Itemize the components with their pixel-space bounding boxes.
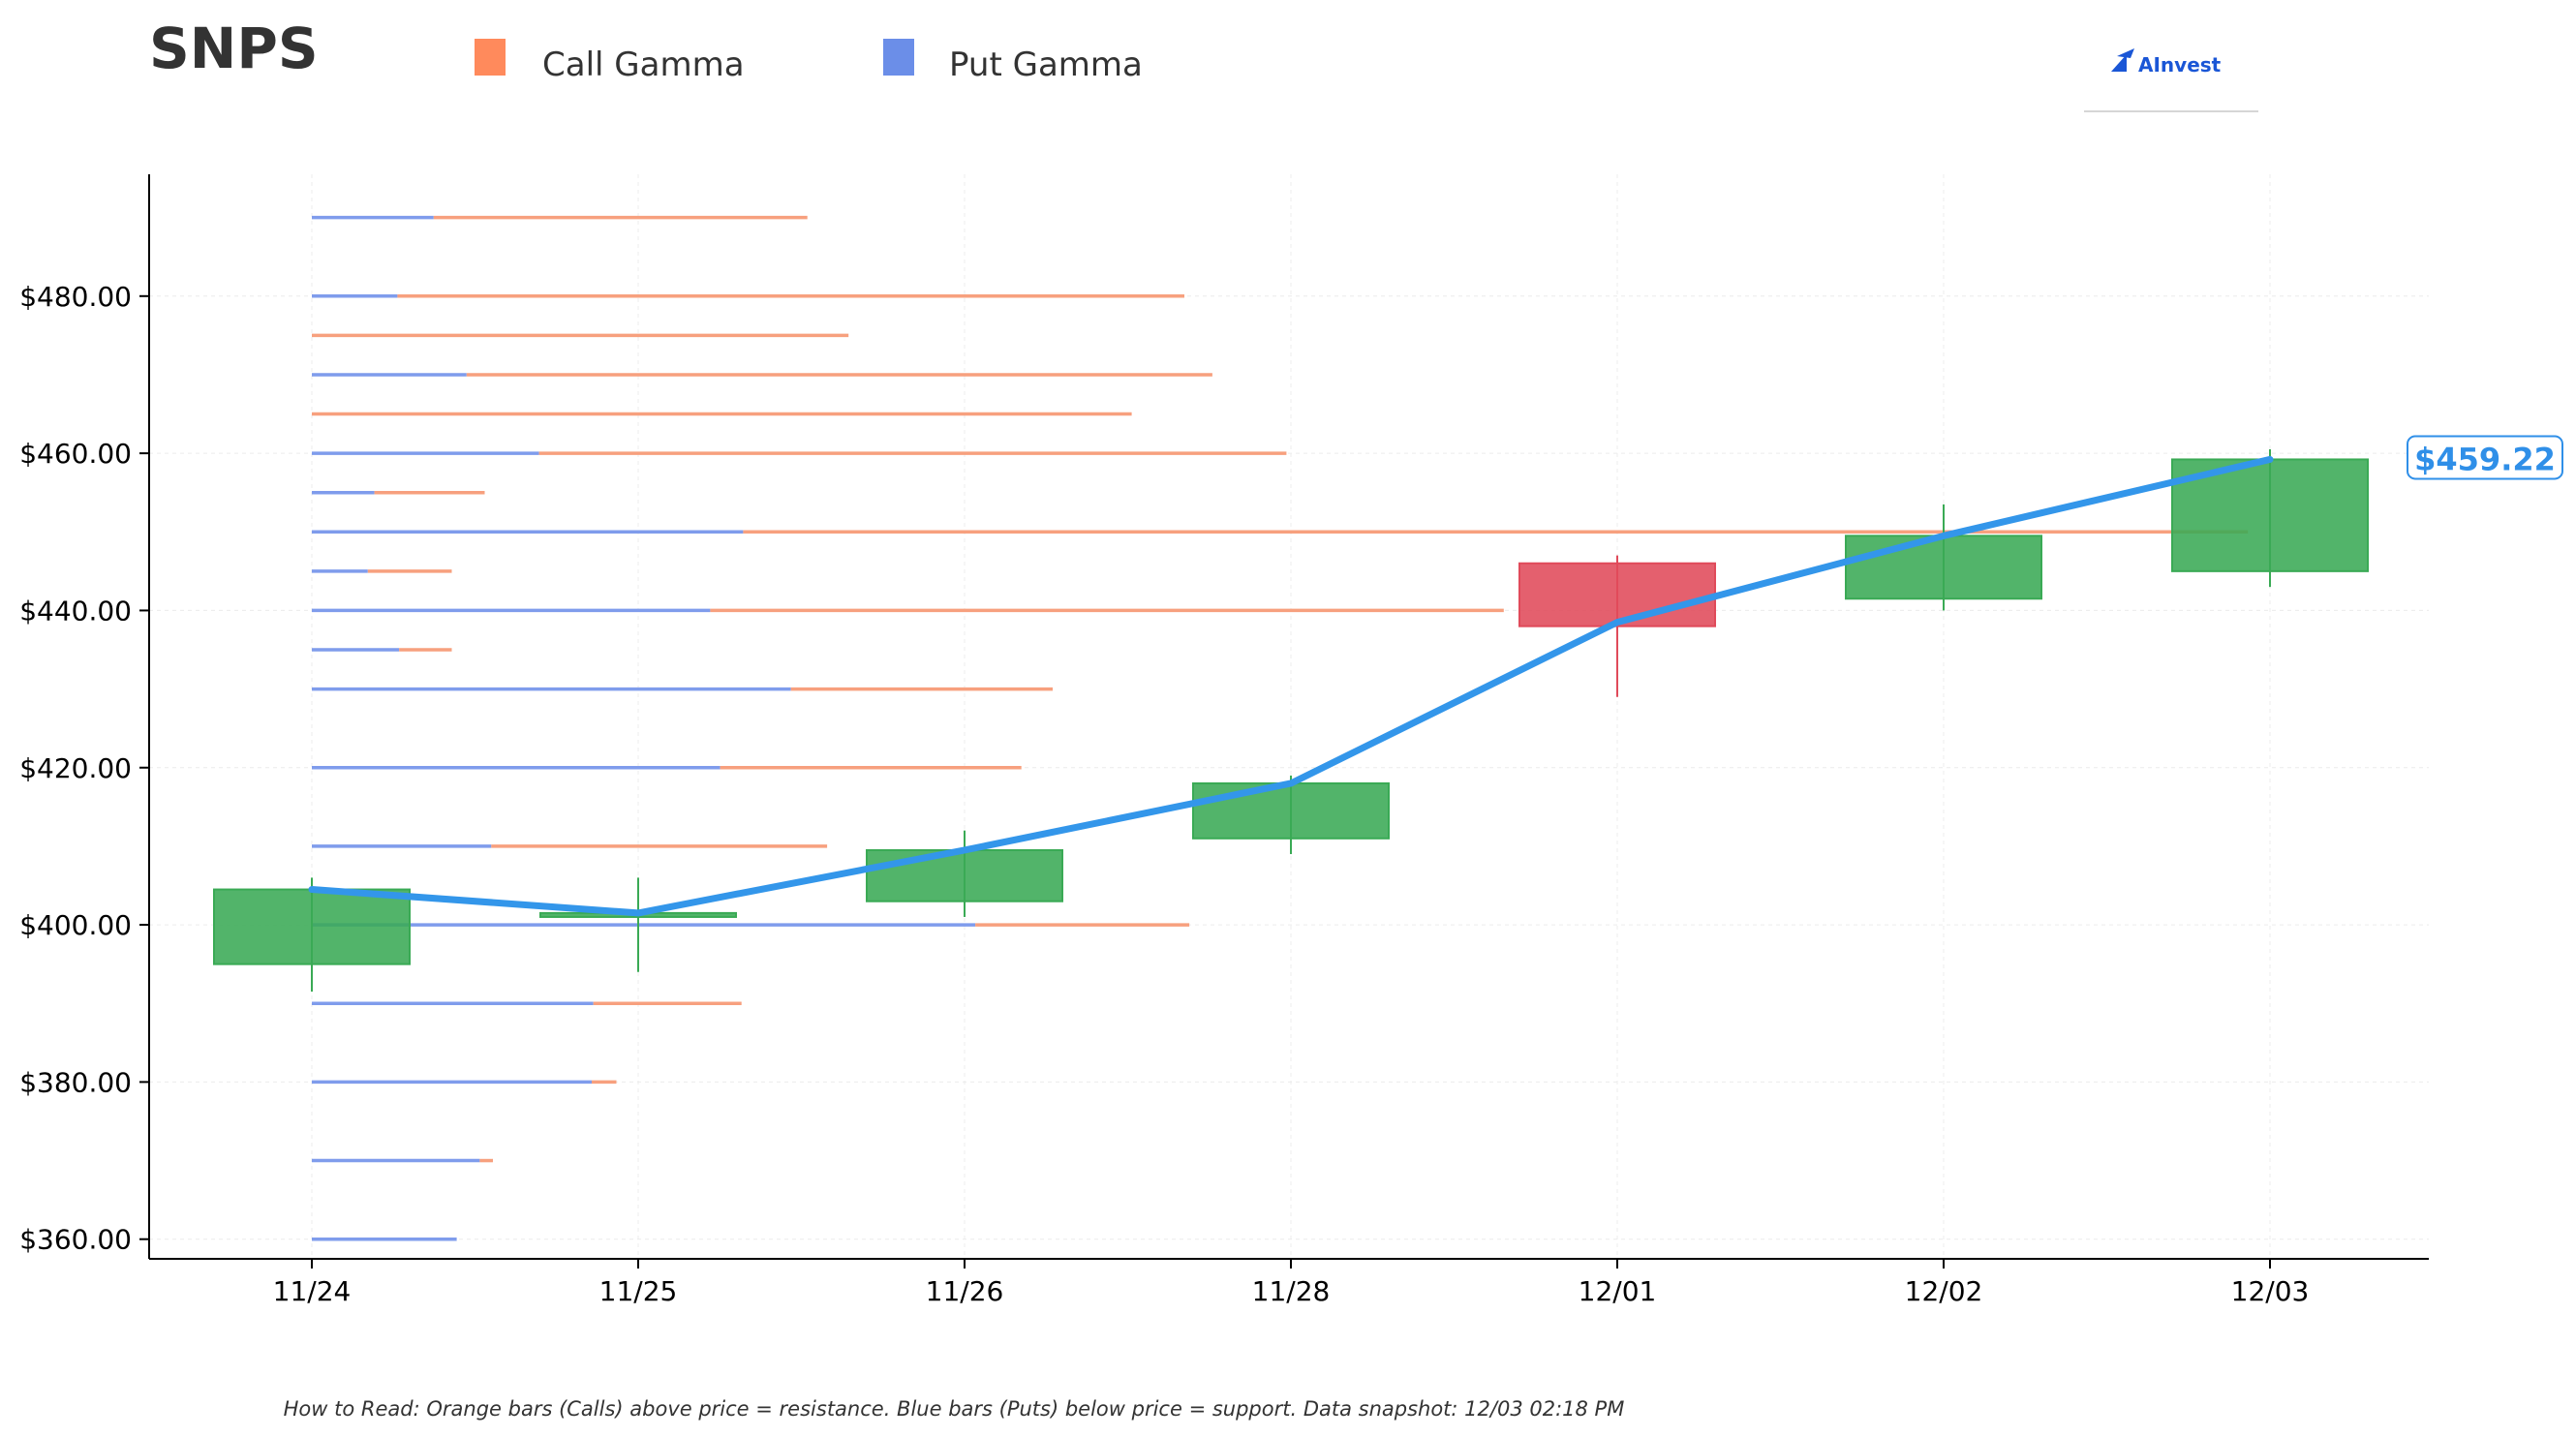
brand-logo-icon — [2111, 54, 2127, 72]
y-tick-label: $360.00 — [19, 1224, 132, 1256]
x-tick-label: 12/03 — [2231, 1275, 2310, 1307]
y-tick-label: $420.00 — [19, 752, 132, 784]
legend-swatch-put — [883, 39, 914, 76]
y-tick-label: $380.00 — [19, 1066, 132, 1098]
y-tick-label: $440.00 — [19, 595, 132, 627]
gamma-bars — [312, 215, 2249, 1241]
candle-body — [1518, 562, 1716, 627]
y-tick-label: $400.00 — [19, 909, 132, 941]
x-tick-label: 11/24 — [273, 1275, 352, 1307]
legend-label-put: Put Gamma — [949, 46, 1143, 84]
candle-body — [1845, 535, 2042, 600]
legend: Call Gamma Put Gamma — [475, 39, 1143, 84]
brand-name: AInvest — [2138, 53, 2222, 76]
footnote: How to Read: Orange bars (Calls) above p… — [284, 1397, 1625, 1421]
brand-arrow-icon — [2117, 48, 2134, 58]
x-tick-label: 12/01 — [1579, 1275, 1657, 1307]
x-tick-label: 11/28 — [1252, 1275, 1331, 1307]
candle-body — [1192, 781, 1390, 840]
last-price-label: $459.22 — [2414, 441, 2556, 477]
x-tick-label: 12/02 — [1905, 1275, 1983, 1307]
axes: $360.00 $380.00 $400.00 $420.00 $440.00 $460.… — [19, 174, 2429, 1307]
x-tick-label: 11/25 — [599, 1275, 678, 1307]
last-price-badge: $459.22 — [2407, 435, 2563, 480]
ticker-title: SNPS — [149, 15, 319, 81]
brand-logo: AInvest — [2084, 48, 2258, 112]
price-line — [308, 455, 2274, 917]
candle-body — [213, 888, 411, 965]
y-tick-label: $480.00 — [19, 281, 132, 313]
x-tick-label: 11/26 — [926, 1275, 1004, 1307]
candle-body — [866, 848, 1063, 902]
last-price-box — [2407, 435, 2563, 480]
legend-label-call: Call Gamma — [542, 46, 745, 84]
legend-swatch-call — [475, 39, 506, 76]
price-line-path — [308, 455, 2274, 917]
y-tick-label: $460.00 — [19, 438, 132, 470]
candles — [213, 449, 2369, 993]
